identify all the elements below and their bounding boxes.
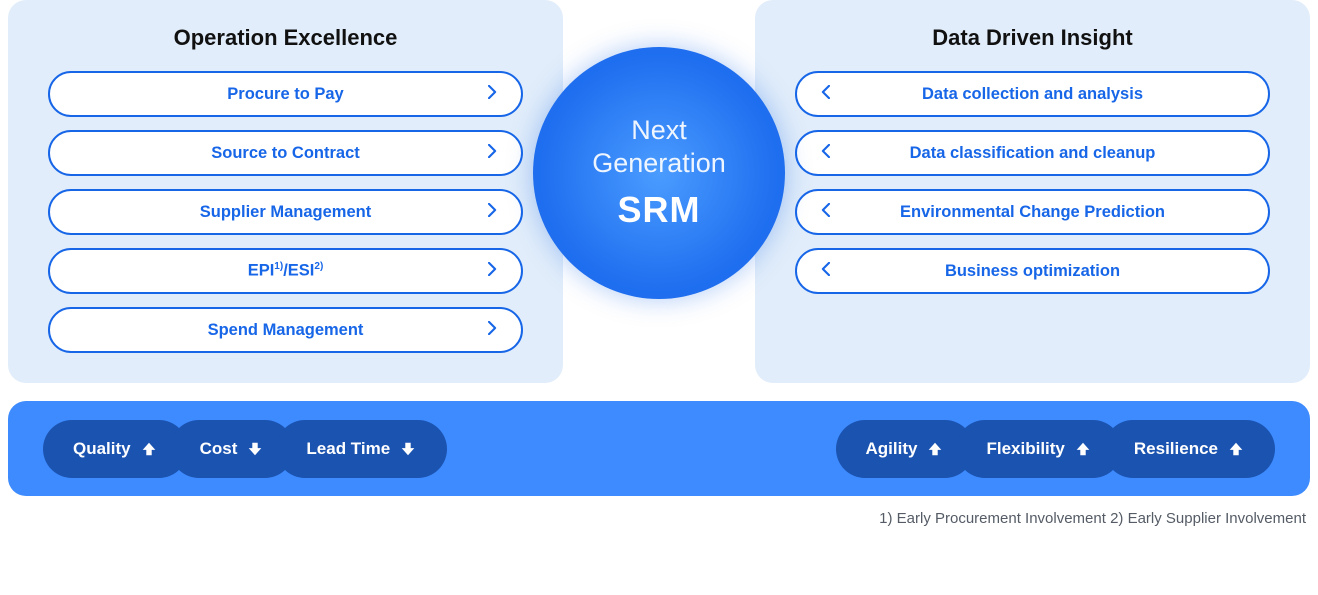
pill-item[interactable]: Procure to Pay (48, 71, 523, 117)
top-row: Operation Excellence Procure to Pay Sourc… (0, 0, 1318, 383)
metric-chip-label: Agility (866, 439, 918, 459)
pill-item[interactable]: Business optimization (795, 248, 1270, 294)
pill-item[interactable]: Supplier Management (48, 189, 523, 235)
center-line2: Generation (592, 148, 726, 179)
right-panel-title: Data Driven Insight (795, 25, 1270, 51)
chevron-left-icon (821, 85, 830, 103)
metric-chip-label: Lead Time (306, 439, 390, 459)
pill-label: Business optimization (821, 262, 1244, 281)
left-pill-list: Procure to Pay Source to Contract Supplier… (48, 71, 523, 353)
chevron-right-icon (488, 262, 497, 280)
pill-label: Source to Contract (74, 144, 497, 163)
pill-item[interactable]: EPI1)/ESI2) (48, 248, 523, 294)
pill-item[interactable]: Spend Management (48, 307, 523, 353)
metric-chip: Flexibility (956, 420, 1121, 478)
chevron-left-icon (821, 144, 830, 162)
chevron-right-icon (488, 85, 497, 103)
chip-group-left: Quality Cost Lead Time (43, 420, 447, 478)
pill-label: Supplier Management (74, 203, 497, 222)
pill-label: Data collection and analysis (821, 85, 1244, 104)
arrow-down-icon (246, 440, 264, 458)
arrow-up-icon (926, 440, 944, 458)
metric-chip: Resilience (1104, 420, 1275, 478)
arrow-up-icon (1227, 440, 1245, 458)
pill-item[interactable]: Source to Contract (48, 130, 523, 176)
pill-label: Data classification and cleanup (821, 144, 1244, 163)
center-wrap: Next Generation SRM (519, 0, 799, 363)
chevron-right-icon (488, 203, 497, 221)
arrow-down-icon (399, 440, 417, 458)
chevron-left-icon (821, 203, 830, 221)
pill-label: Procure to Pay (74, 85, 497, 104)
metric-chip-label: Flexibility (986, 439, 1064, 459)
center-line3: SRM (618, 189, 701, 231)
left-panel-title: Operation Excellence (48, 25, 523, 51)
pill-item[interactable]: Data classification and cleanup (795, 130, 1270, 176)
metric-chip: Quality (43, 420, 188, 478)
chevron-left-icon (821, 262, 830, 280)
pill-item[interactable]: Data collection and analysis (795, 71, 1270, 117)
pill-label: Environmental Change Prediction (821, 203, 1244, 222)
chip-group-right: Agility Flexibility Resilience (836, 420, 1275, 478)
metric-chip-label: Cost (200, 439, 238, 459)
bottom-bar: Quality Cost Lead Time Agility Flexibility R… (8, 401, 1310, 496)
right-pill-list: Data collection and analysis Data classif… (795, 71, 1270, 294)
chevron-right-icon (488, 321, 497, 339)
left-panel: Operation Excellence Procure to Pay Sourc… (8, 0, 563, 383)
arrow-up-icon (1074, 440, 1092, 458)
metric-chip-label: Quality (73, 439, 131, 459)
pill-label: EPI1)/ESI2) (74, 261, 497, 281)
chevron-right-icon (488, 144, 497, 162)
footnote: 1) Early Procurement Involvement 2) Earl… (0, 496, 1318, 527)
center-line1: Next (631, 115, 687, 146)
pill-label: Spend Management (74, 321, 497, 340)
metric-chip: Lead Time (276, 420, 447, 478)
metric-chip: Agility (836, 420, 975, 478)
arrow-up-icon (140, 440, 158, 458)
metric-chip-label: Resilience (1134, 439, 1218, 459)
pill-item[interactable]: Environmental Change Prediction (795, 189, 1270, 235)
center-circle: Next Generation SRM (533, 47, 785, 299)
right-panel: Data Driven Insight Data collection and … (755, 0, 1310, 383)
